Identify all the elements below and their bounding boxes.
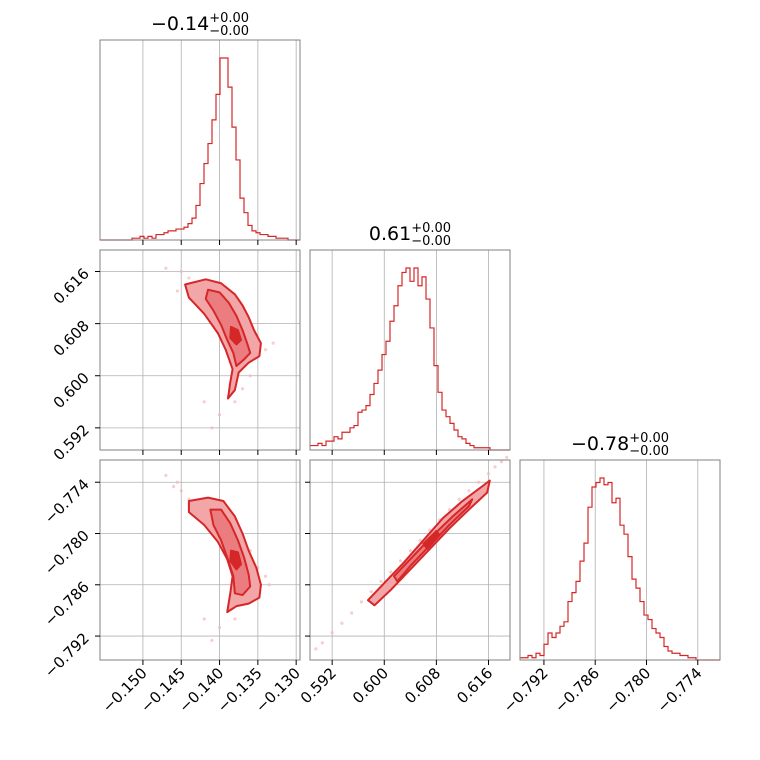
- contour-inner: [204, 288, 252, 367]
- title-value: −0.14: [151, 13, 209, 35]
- histogram-param1: [310, 267, 510, 451]
- y-tick-label: −0.792: [41, 629, 93, 681]
- x-tick-label: 0.592: [297, 664, 340, 707]
- scatter-point: [248, 374, 252, 378]
- histogram-param0: [100, 57, 300, 241]
- scatter-point: [210, 638, 214, 642]
- title-lower-error: −0.00: [209, 24, 249, 39]
- scatter-point: [320, 641, 324, 645]
- histogram-param2: [520, 477, 720, 661]
- grid-lines: [310, 460, 510, 660]
- scatter-point: [457, 497, 461, 501]
- scatter-point: [477, 480, 481, 484]
- panel-frame: [309, 459, 511, 661]
- x-tick-label: 0.600: [349, 664, 392, 707]
- x-tick-label: −0.786: [551, 664, 603, 716]
- scatter-point: [271, 341, 275, 345]
- scatter-point: [263, 574, 268, 578]
- scatter-point: [233, 617, 237, 621]
- title-lower-error: −0.00: [411, 234, 451, 249]
- y-tick-label: −0.786: [41, 578, 93, 630]
- scatter-point: [210, 426, 214, 430]
- x-tick-label: −0.774: [654, 664, 706, 716]
- panel-title-0: −0.14+0.00 −0.00: [151, 11, 249, 39]
- grid-lines: [543, 460, 699, 660]
- contour-core: [229, 325, 242, 346]
- panel-title-2: −0.78+0.00 −0.00: [571, 431, 669, 459]
- panel-frame: [309, 249, 511, 451]
- title-upper-error: +0.00: [629, 431, 669, 446]
- x-tick-label: 0.616: [453, 664, 496, 707]
- title-lower-error: −0.00: [629, 444, 669, 459]
- scatter-point: [369, 590, 373, 594]
- y-tick-label: −0.780: [41, 527, 93, 579]
- contour-core: [422, 529, 441, 550]
- scatter-point: [493, 465, 497, 469]
- scatter-point: [187, 276, 191, 280]
- scatter-point: [447, 507, 452, 512]
- scatter-point: [233, 400, 237, 404]
- contour-outer: [184, 278, 262, 400]
- scatter-point: [164, 473, 168, 477]
- scatter-point: [217, 625, 222, 630]
- panel-frame: [99, 249, 301, 451]
- contour-core: [229, 549, 242, 571]
- scatter-point: [418, 538, 422, 542]
- x-tick-label: 0.608: [401, 664, 444, 707]
- scatter-point: [505, 455, 509, 460]
- panel-frame: [519, 459, 721, 661]
- scatter-point: [175, 289, 179, 293]
- grid-lines: [100, 460, 300, 660]
- scatter-point: [202, 400, 206, 404]
- scatter-point: [175, 480, 179, 484]
- panel-title-1: 0.61+0.00 −0.00: [369, 221, 451, 249]
- scatter-point: [350, 611, 354, 615]
- scatter-point: [263, 348, 268, 352]
- x-tick-label: −0.780: [602, 664, 654, 716]
- scatter-point: [202, 617, 206, 621]
- scatter-point: [240, 387, 245, 391]
- y-tick-label: −0.774: [41, 475, 93, 527]
- y-tick-label: 0.616: [50, 265, 93, 308]
- scatter-point: [179, 269, 183, 274]
- scatter-point: [164, 266, 168, 270]
- title-upper-error: +0.00: [209, 11, 249, 26]
- scatter-point: [499, 460, 504, 464]
- scatter-point: [398, 559, 403, 563]
- scatter-point: [267, 583, 271, 587]
- scatter-point: [217, 413, 222, 417]
- scatter-point: [486, 472, 491, 476]
- scatter-point: [389, 570, 393, 574]
- scatter-point: [359, 600, 364, 604]
- scatter-point: [340, 621, 344, 625]
- title-upper-error: +0.00: [411, 221, 451, 236]
- y-tick-label: 0.608: [50, 317, 93, 360]
- y-tick-label: 0.600: [50, 369, 93, 412]
- grid-lines: [331, 250, 489, 450]
- scatter-point: [330, 631, 334, 635]
- scatter-point: [408, 548, 412, 553]
- panel-frame: [99, 459, 301, 661]
- y-tick-label: 0.592: [50, 421, 93, 464]
- scatter-point: [467, 489, 471, 493]
- panel-frame: [99, 39, 301, 241]
- scatter-point: [171, 484, 176, 489]
- scatter-points: [314, 455, 509, 651]
- scatter-point: [314, 647, 318, 651]
- x-tick-label: −0.792: [500, 664, 552, 716]
- title-value: −0.78: [571, 433, 629, 455]
- scatter-point: [179, 489, 183, 493]
- scatter-point: [379, 579, 383, 583]
- title-value: 0.61: [369, 223, 411, 245]
